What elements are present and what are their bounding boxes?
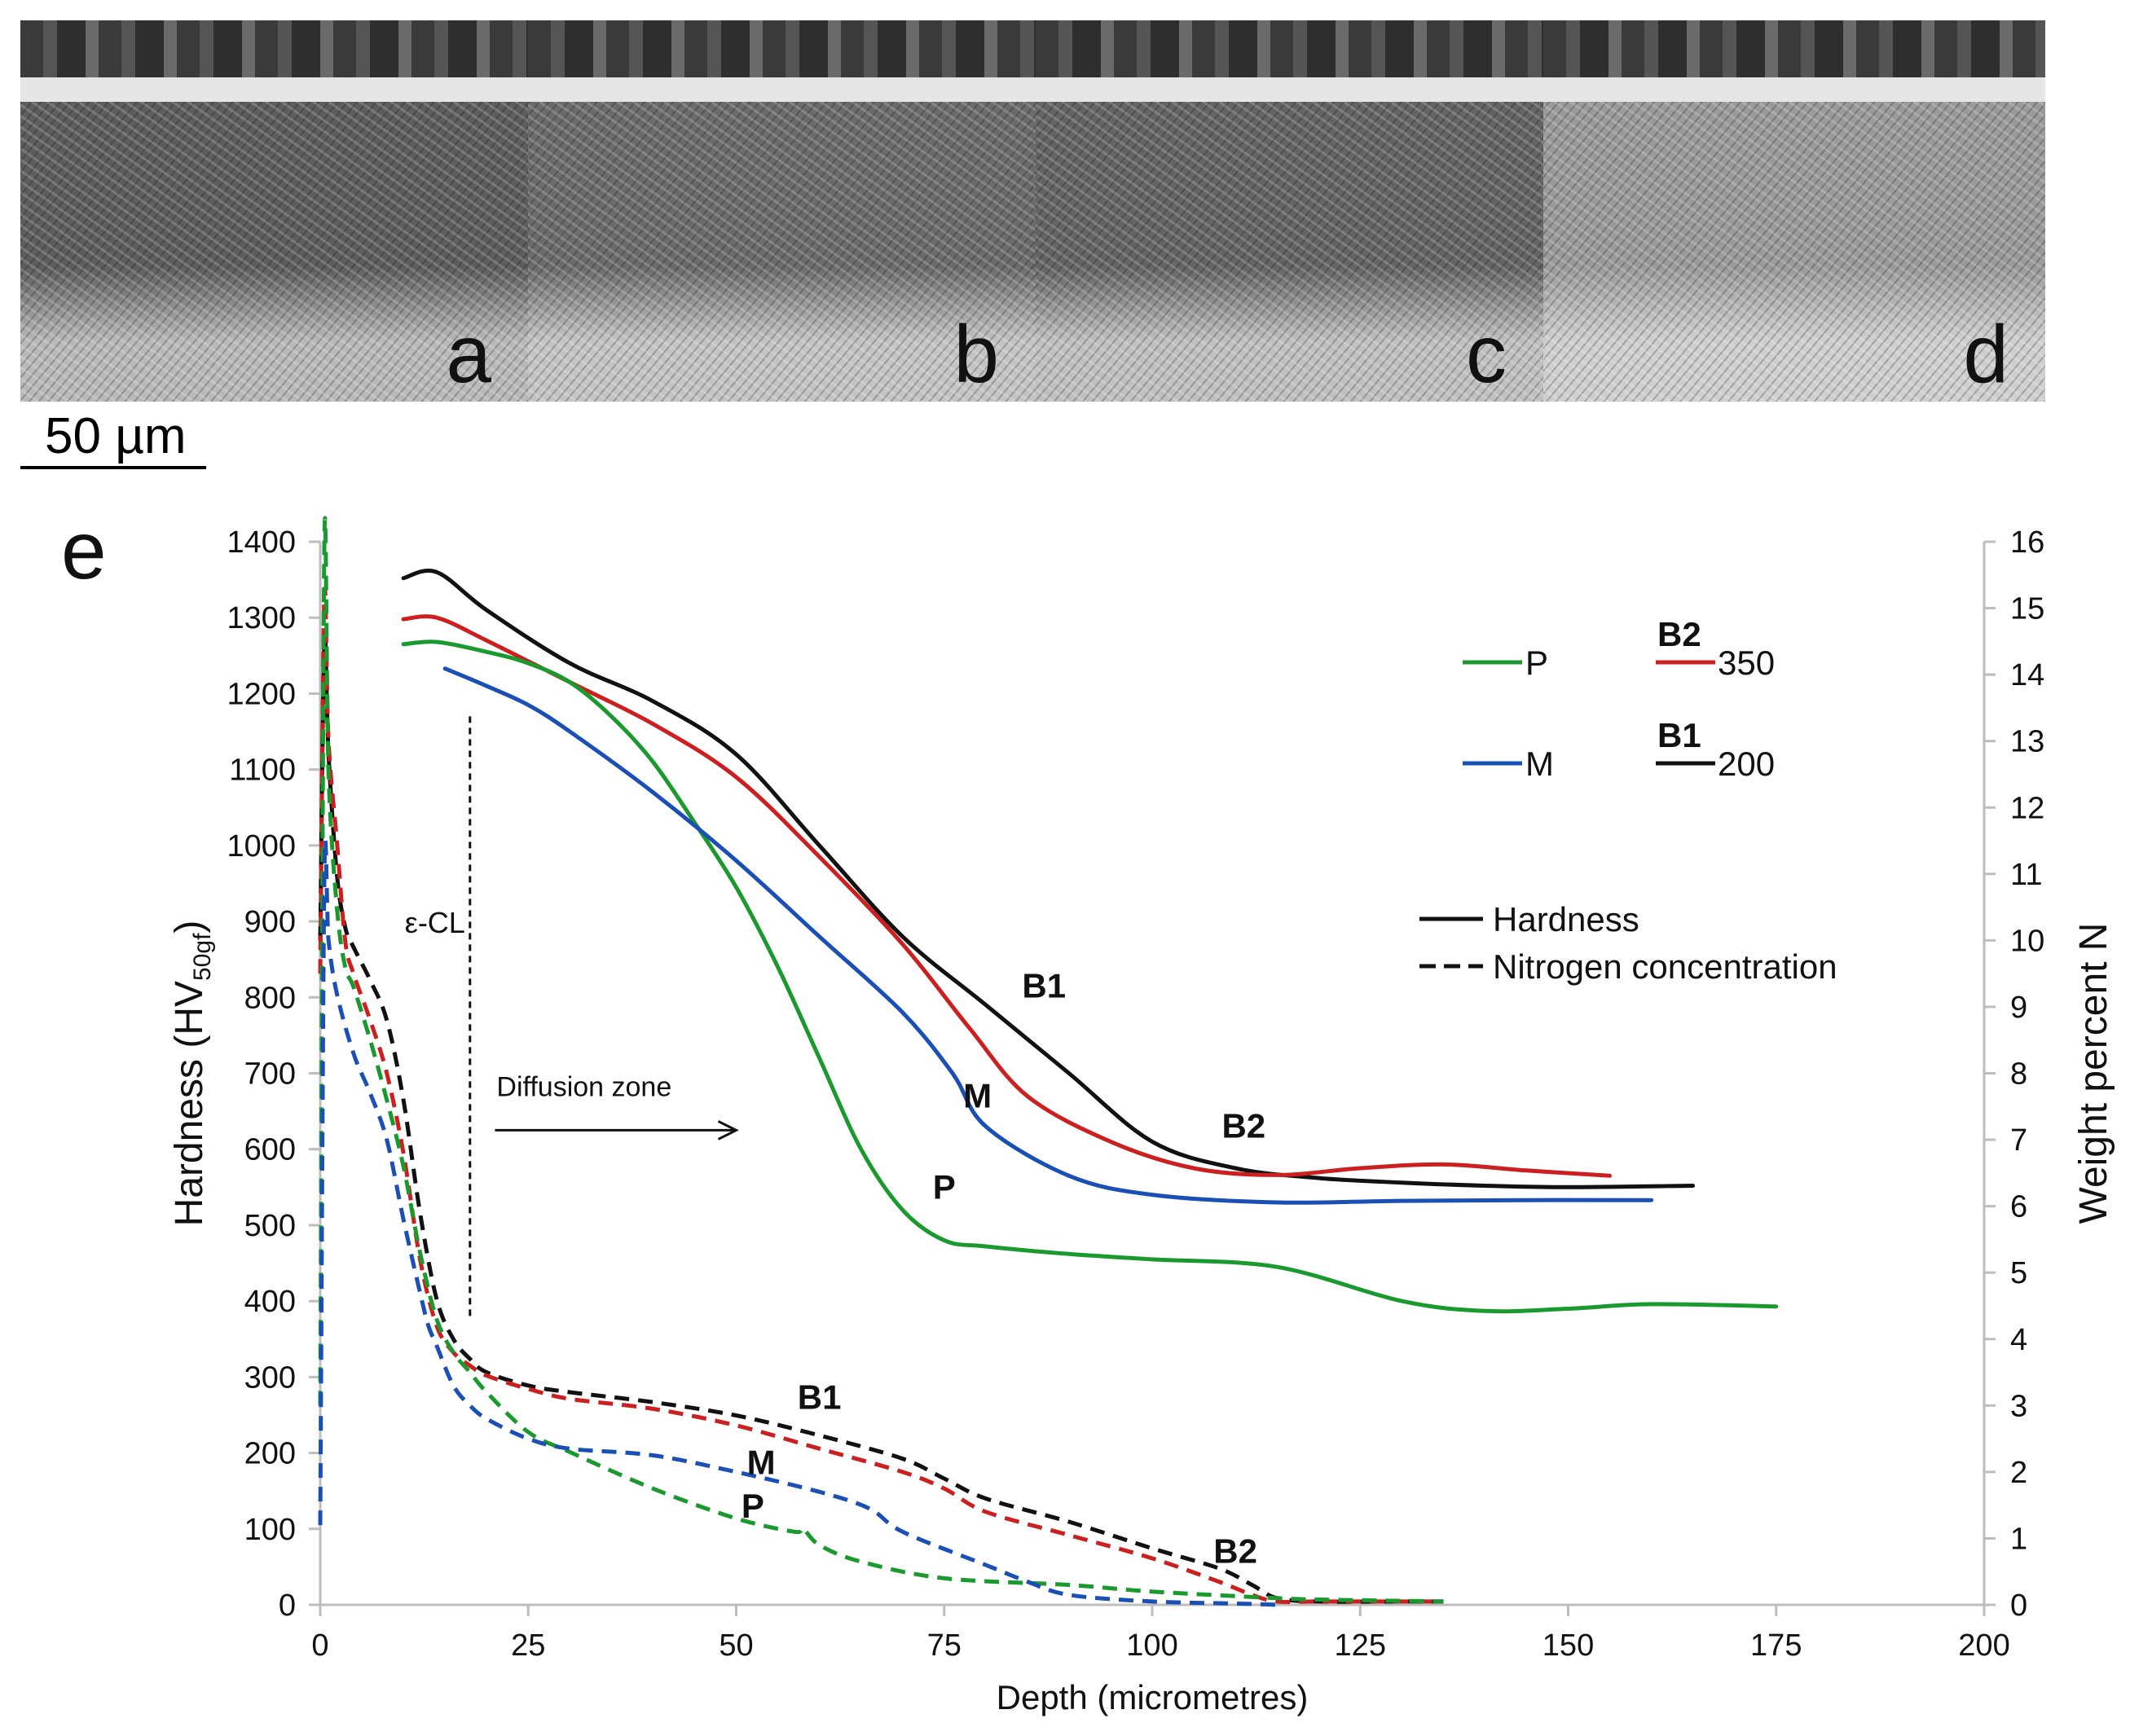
y2-tick-label: 10 (2010, 924, 2044, 958)
mount-region (528, 20, 1036, 77)
x-tick-label: 150 (1542, 1628, 1594, 1663)
diffusion-arrow-head (717, 1120, 739, 1140)
y2-axis-label: Weight percent N (2072, 923, 2115, 1224)
y2-tick-label: 3 (2010, 1389, 2027, 1423)
ecl-label: ε-CL (405, 906, 465, 939)
compound-layer (528, 77, 1036, 102)
micrograph-panel-d: d (1543, 20, 2045, 402)
microstructure (20, 102, 528, 402)
y2-tick-label: 15 (2010, 592, 2044, 626)
compound-layer (20, 77, 528, 102)
series-label: B1 (1022, 966, 1066, 1004)
nitrogen-line-b2 (318, 586, 1444, 1605)
microstructure (1036, 102, 1543, 402)
y-tick-label: 400 (244, 1285, 296, 1319)
legend-label: P (1525, 644, 1548, 682)
scale-bar-label: 50 µm (45, 408, 187, 464)
y2-tick-label: 14 (2010, 658, 2044, 692)
y2-tick-label: 1 (2010, 1522, 2027, 1556)
y2-tick-label: 0 (2010, 1589, 2027, 1623)
panel-label: d (1963, 309, 2009, 400)
y-tick-label: 1000 (227, 829, 296, 864)
scale-bar (20, 466, 206, 469)
y2-tick-label: 12 (2010, 791, 2044, 825)
micrograph-panel-b: b (528, 20, 1036, 402)
y2-tick-label: 6 (2010, 1190, 2027, 1224)
microstructure (1543, 102, 2045, 402)
panel-label: c (1466, 309, 1507, 400)
legend-label: Nitrogen concentration (1493, 947, 1837, 986)
nitrogen-line-b1 (318, 633, 1444, 1604)
x-tick-label: 0 (311, 1628, 328, 1663)
y-tick-label: 1300 (227, 601, 296, 635)
y-tick-label: 600 (244, 1133, 296, 1167)
legend-tag: B1 (1657, 716, 1701, 754)
y-axis-label-subscript: 50gf (189, 933, 216, 981)
micrograph-panel-a: a (20, 20, 528, 402)
series-label: P (933, 1167, 956, 1206)
nitrogen-line-m (318, 838, 1278, 1607)
x-axis-label: Depth (micrometres) (997, 1678, 1309, 1716)
x-tick-label: 200 (1958, 1628, 2009, 1663)
y-tick-label: 900 (244, 905, 296, 939)
micrograph-panel-c: c (1036, 20, 1543, 402)
y2-tick-label: 5 (2010, 1256, 2027, 1290)
compound-layer (1543, 77, 2045, 102)
legend-label: 200 (1718, 745, 1775, 783)
panel-label: b (953, 309, 999, 400)
series-label: B2 (1221, 1107, 1265, 1145)
y-tick-label: 500 (244, 1209, 296, 1243)
y-tick-label: 1100 (229, 754, 296, 788)
microstructure (528, 102, 1036, 402)
x-tick-label: 25 (511, 1628, 545, 1663)
diffusion-zone-label: Diffusion zone (496, 1071, 671, 1102)
panel-label-e: e (61, 505, 107, 596)
series-label: M (963, 1076, 992, 1114)
y2-tick-label: 9 (2010, 991, 2027, 1025)
legend-label: 350 (1718, 644, 1775, 682)
y-tick-label: 700 (244, 1057, 296, 1092)
series-label: B1 (798, 1378, 842, 1417)
legend-label: Hardness (1493, 900, 1639, 938)
y2-tick-label: 7 (2010, 1123, 2027, 1158)
hardness-line-p (401, 639, 1779, 1314)
micrograph-strip: a b c d (20, 20, 2045, 402)
x-tick-label: 75 (927, 1628, 962, 1663)
y-tick-label: 0 (279, 1589, 296, 1623)
y2-tick-label: 11 (2010, 858, 2042, 892)
x-tick-label: 175 (1750, 1628, 1802, 1663)
y2-tick-label: 4 (2010, 1323, 2027, 1357)
nitrogen-line-p (318, 516, 1444, 1604)
y-axis-label-main: Hardness (HV (168, 981, 211, 1226)
y-axis-label-end: ) (168, 921, 211, 934)
y-tick-label: 300 (244, 1360, 296, 1395)
y2-tick-label: 2 (2010, 1456, 2027, 1490)
mount-region (1036, 20, 1543, 77)
mount-region (1543, 20, 2045, 77)
panel-label: a (446, 309, 491, 400)
x-tick-label: 125 (1335, 1628, 1386, 1663)
y-tick-label: 1400 (227, 525, 296, 560)
series-label: M (747, 1444, 776, 1482)
y2-tick-label: 16 (2010, 525, 2044, 560)
y2-tick-label: 8 (2010, 1057, 2027, 1092)
series-label: B2 (1213, 1532, 1257, 1571)
legend-tag: B2 (1657, 615, 1701, 653)
y-tick-label: 200 (244, 1437, 296, 1471)
x-tick-label: 100 (1126, 1628, 1177, 1663)
y-axis-label: Hardness (HV50gf) (168, 921, 216, 1227)
mount-region (20, 20, 528, 77)
y-tick-label: 100 (244, 1513, 296, 1547)
hardness-line-b1 (401, 569, 1696, 1189)
series-label: P (742, 1487, 764, 1525)
y2-tick-label: 13 (2010, 725, 2044, 759)
y-tick-label: 1200 (227, 677, 296, 711)
y-tick-label: 800 (244, 981, 296, 1015)
legend-label: M (1525, 745, 1554, 783)
compound-layer (1036, 77, 1543, 102)
hardness-line-m (442, 666, 1654, 1205)
x-tick-label: 50 (719, 1628, 753, 1663)
